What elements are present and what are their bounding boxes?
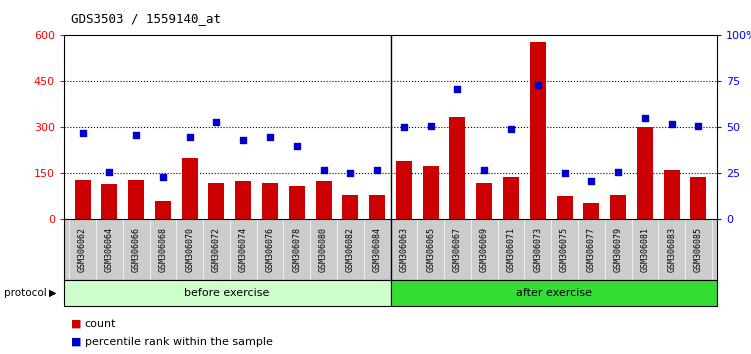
Point (157, 174, 169, 180)
Point (345, 171, 357, 176)
Text: GSM306065: GSM306065 (426, 227, 435, 272)
Bar (529, 41, 546, 219)
Point (532, 82, 544, 88)
Point (318, 167, 330, 173)
Text: GDS3503 / 1559140_at: GDS3503 / 1559140_at (71, 12, 222, 25)
Bar (423, 166, 439, 219)
Bar (503, 177, 519, 219)
Text: GSM306067: GSM306067 (453, 227, 462, 272)
Point (639, 115, 651, 121)
Text: GSM306077: GSM306077 (587, 227, 596, 272)
Text: before exercise: before exercise (185, 288, 270, 298)
Text: GSM306072: GSM306072 (212, 227, 221, 272)
Point (371, 167, 383, 173)
Text: GSM306082: GSM306082 (346, 227, 355, 272)
Point (692, 123, 704, 129)
Bar (262, 183, 278, 219)
Point (237, 137, 249, 143)
Bar (209, 183, 225, 219)
Bar (369, 195, 385, 219)
Point (478, 167, 490, 173)
Bar (289, 186, 305, 219)
Text: GSM306083: GSM306083 (667, 227, 676, 272)
Text: GSM306070: GSM306070 (185, 227, 195, 272)
Text: GSM306079: GSM306079 (614, 227, 623, 272)
Point (104, 169, 116, 175)
Bar (690, 177, 707, 219)
Text: GSM306069: GSM306069 (480, 227, 489, 272)
Point (291, 143, 303, 149)
Text: protocol: protocol (4, 288, 47, 298)
Text: GSM306066: GSM306066 (131, 227, 140, 272)
Point (77, 130, 89, 136)
Bar (391, 280, 717, 306)
Text: count: count (85, 319, 116, 329)
Text: GSM306084: GSM306084 (372, 227, 382, 272)
Text: GSM306078: GSM306078 (292, 227, 301, 272)
Text: after exercise: after exercise (516, 288, 592, 298)
Text: GSM306076: GSM306076 (266, 227, 275, 272)
Text: GSM306085: GSM306085 (694, 227, 703, 272)
Bar (101, 184, 117, 219)
Bar (74, 179, 91, 219)
Text: GSM306062: GSM306062 (78, 227, 87, 272)
Text: GSM306064: GSM306064 (105, 227, 114, 272)
Point (505, 126, 517, 132)
Text: ■: ■ (71, 319, 82, 329)
Bar (182, 158, 198, 219)
Bar (155, 201, 171, 219)
Text: GSM306068: GSM306068 (158, 227, 167, 272)
Bar (128, 179, 144, 219)
Bar (664, 170, 680, 219)
Text: GSM306071: GSM306071 (506, 227, 515, 272)
Bar (476, 183, 492, 219)
Text: percentile rank within the sample: percentile rank within the sample (85, 337, 273, 347)
Text: GSM306063: GSM306063 (400, 227, 409, 272)
Text: ■: ■ (71, 337, 82, 347)
Point (130, 132, 142, 138)
Bar (556, 196, 572, 219)
Bar (315, 181, 332, 219)
Point (665, 121, 677, 127)
Text: GSM306075: GSM306075 (560, 227, 569, 272)
Bar (584, 202, 599, 219)
Bar (610, 195, 626, 219)
Bar (637, 127, 653, 219)
Bar (449, 117, 466, 219)
Text: ▶: ▶ (49, 288, 56, 298)
Bar (396, 161, 412, 219)
Bar (235, 181, 252, 219)
Point (184, 134, 196, 139)
Point (398, 125, 410, 130)
Text: GSM306081: GSM306081 (641, 227, 650, 272)
Bar (342, 195, 358, 219)
Point (210, 119, 222, 125)
Point (424, 123, 436, 129)
Text: GSM306074: GSM306074 (239, 227, 248, 272)
Point (264, 134, 276, 139)
Point (451, 86, 463, 92)
Text: GSM306080: GSM306080 (319, 227, 328, 272)
Point (612, 169, 624, 175)
Bar (64, 280, 391, 306)
Point (585, 178, 597, 184)
Text: GSM306073: GSM306073 (533, 227, 542, 272)
Point (559, 171, 571, 176)
